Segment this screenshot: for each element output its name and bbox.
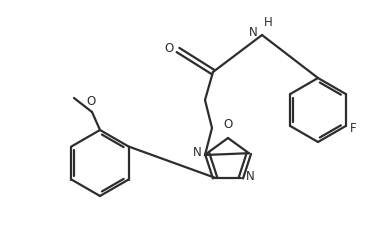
- Text: O: O: [165, 42, 174, 54]
- Text: O: O: [223, 118, 233, 131]
- Text: O: O: [86, 95, 96, 108]
- Text: N: N: [249, 25, 258, 39]
- Text: N: N: [193, 146, 202, 159]
- Text: F: F: [350, 123, 356, 136]
- Text: N: N: [246, 170, 255, 183]
- Text: H: H: [264, 16, 273, 29]
